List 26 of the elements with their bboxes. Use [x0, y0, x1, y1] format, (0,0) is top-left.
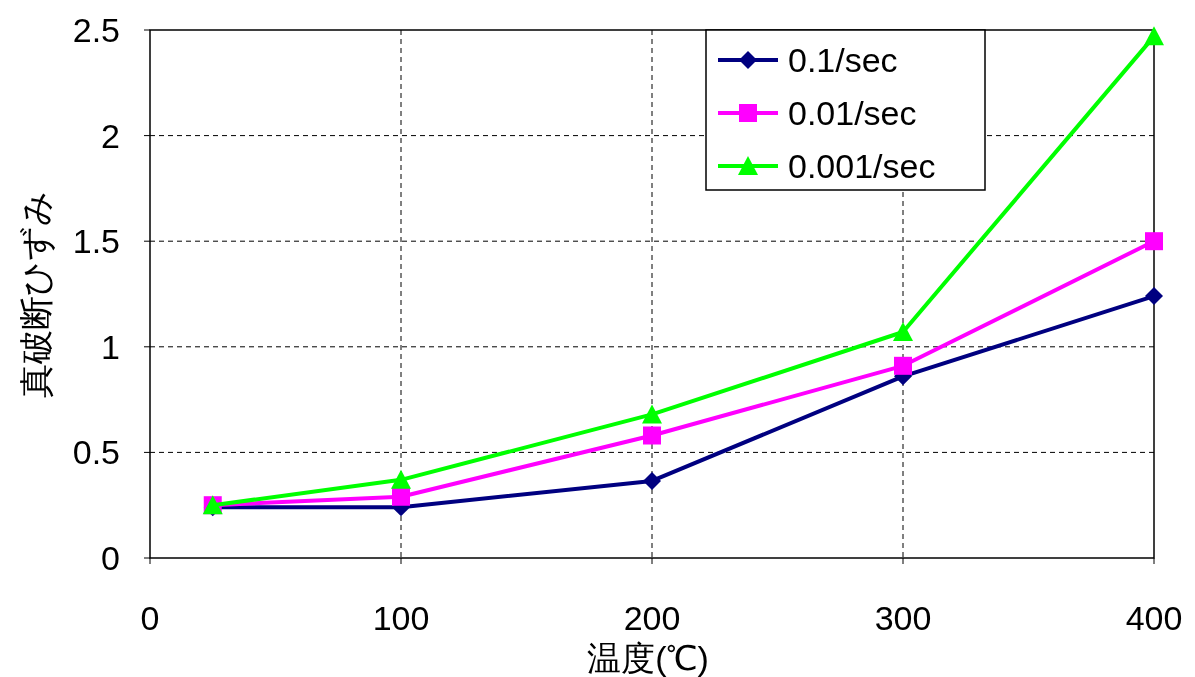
legend-label: 0.1/sec — [788, 41, 898, 79]
y-axis-title: 真破断ひずみ — [17, 190, 56, 398]
x-tick-label: 200 — [623, 599, 681, 637]
point — [392, 487, 410, 506]
point — [893, 322, 913, 342]
x-tick-label: 100 — [372, 599, 430, 637]
x-tick-label: 400 — [1125, 599, 1183, 637]
legend-label: 0.001/sec — [788, 147, 936, 185]
point — [643, 426, 661, 445]
point — [643, 471, 661, 490]
y-tick-label: 2.5 — [72, 11, 120, 49]
point — [1145, 287, 1163, 306]
point — [1145, 232, 1163, 251]
point — [894, 356, 912, 375]
legend-label: 0.01/sec — [788, 94, 917, 132]
y-tick-label: 1 — [101, 327, 120, 366]
point — [642, 404, 662, 424]
y-tick-label: 2 — [101, 116, 120, 155]
x-tick-label: 0 — [140, 599, 160, 637]
point — [1144, 26, 1164, 46]
x-tick-label: 300 — [874, 599, 932, 637]
y-tick-label: 0.5 — [72, 433, 120, 472]
x-axis-title: 温度(℃) — [587, 639, 709, 677]
y-tick-label: 1.5 — [72, 222, 120, 261]
y-tick-label: 0 — [101, 539, 120, 577]
point — [391, 469, 411, 489]
